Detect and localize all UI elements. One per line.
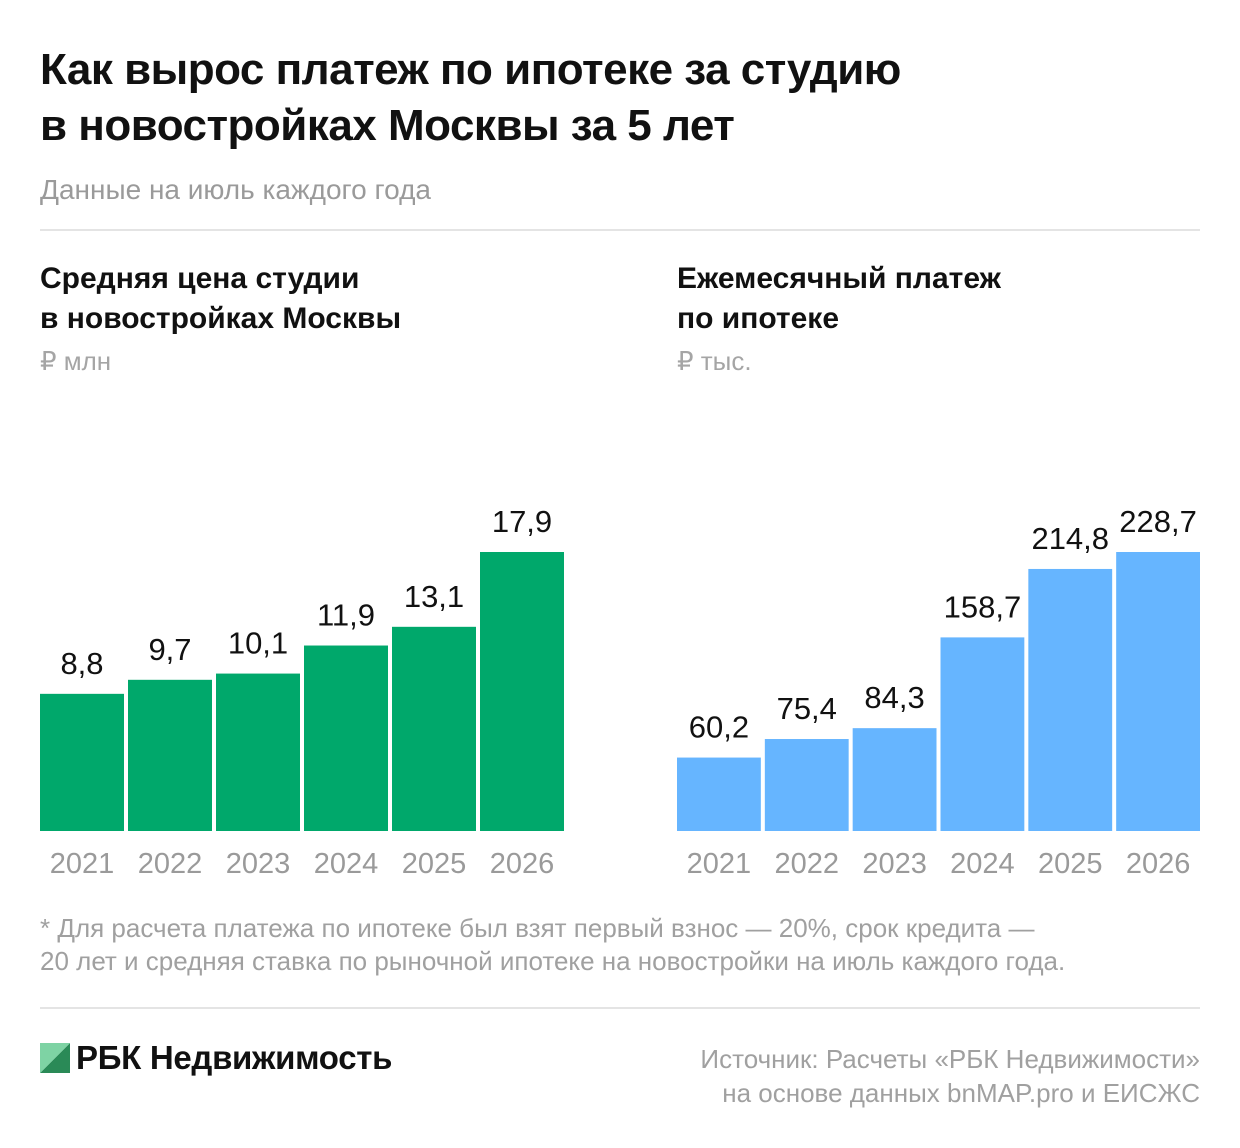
brand-name: РБК Недвижимость <box>76 1039 393 1076</box>
right-chart-title-line-2: по ипотеке <box>677 302 839 335</box>
price-tick-label-2025: 2025 <box>402 848 467 880</box>
payment-bar-2025 <box>1028 568 1113 831</box>
price-value-label-2025: 13,1 <box>404 579 464 614</box>
price-bar-2025 <box>392 626 476 831</box>
price-bar-2026 <box>480 552 564 831</box>
left-chart-unit: ₽ млн <box>40 346 112 376</box>
right-chart-unit: ₽ тыс. <box>677 346 752 376</box>
page-subtitle: Данные на июль каждого года <box>40 174 431 205</box>
top-divider <box>40 229 1200 231</box>
payment-tick-label-2026: 2026 <box>1126 848 1191 880</box>
payment-bar-2024 <box>940 637 1025 831</box>
price-tick-label-2026: 2026 <box>490 848 555 880</box>
left-chart-title-line-1: Средняя цена студии <box>40 262 360 295</box>
payment-value-label-2024: 158,7 <box>944 589 1022 624</box>
price-bar-2022 <box>128 679 212 831</box>
footnote-line-1: * Для расчета платежа по ипотеке был взя… <box>40 913 1035 943</box>
rbc-logo-icon <box>40 1043 70 1073</box>
footnote-line-2: 20 лет и средняя ставка по рыночной ипот… <box>40 946 1066 976</box>
payment-tick-label-2024: 2024 <box>950 848 1015 880</box>
payment-tick-label-2022: 2022 <box>774 848 839 880</box>
payment-value-label-2023: 84,3 <box>864 680 924 715</box>
price-value-label-2026: 17,9 <box>492 504 552 539</box>
footnote: * Для расчета платежа по ипотеке был взя… <box>40 912 1210 978</box>
left-chart-title-line-2: в новостройках Москвы <box>40 302 402 335</box>
payment-bar-2026 <box>1116 552 1200 831</box>
price-bar-2023 <box>216 673 300 831</box>
payment-tick-label-2021: 2021 <box>687 848 752 880</box>
price-tick-label-2022: 2022 <box>138 848 203 880</box>
payment-bar-2022 <box>764 739 849 831</box>
source-note: Источник: Расчеты «РБК Недвижимости» на … <box>700 1042 1200 1110</box>
payment-bar-2023 <box>852 728 937 831</box>
payment-bar-2021 <box>677 757 761 831</box>
source-line-1: Источник: Расчеты «РБК Недвижимости» <box>700 1044 1200 1074</box>
left-bar-chart: 8,8 2021 9,7 2022 10,1 2023 11,9 2024 13,1 2025 17… <box>40 504 564 880</box>
title-line-2: в новостройках Москвы за 5 лет <box>40 101 735 150</box>
right-chart-title: Ежемесячный платеж по ипотеке <box>677 259 1001 339</box>
payment-tick-label-2023: 2023 <box>862 848 927 880</box>
left-chart-title: Средняя цена студии в новостройках Москв… <box>40 259 401 339</box>
right-bar-chart: 60,2 2021 75,4 2022 84,3 2023 158,7 2024 214,8 20… <box>677 504 1200 880</box>
price-value-label-2021: 8,8 <box>60 646 103 681</box>
brand-logo: РБК Недвижимость <box>40 1036 392 1080</box>
price-bar-2024 <box>304 645 388 831</box>
payment-value-label-2026: 228,7 <box>1119 504 1197 539</box>
source-line-2: на основе данных bnMAP.pro и ЕИСЖС <box>722 1078 1200 1108</box>
title-line-1: Как вырос платеж по ипотеке за студию <box>40 45 901 94</box>
bottom-divider <box>40 1007 1200 1009</box>
price-value-label-2023: 10,1 <box>228 626 288 661</box>
price-tick-label-2023: 2023 <box>226 848 291 880</box>
page-title: Как вырос платеж по ипотеке за студию в … <box>40 42 1200 154</box>
payment-value-label-2022: 75,4 <box>777 691 837 726</box>
price-value-label-2022: 9,7 <box>148 632 191 667</box>
payment-value-label-2025: 214,8 <box>1031 521 1109 556</box>
right-chart-title-line-1: Ежемесячный платеж <box>677 262 1001 295</box>
price-tick-label-2021: 2021 <box>50 848 115 880</box>
payment-tick-label-2025: 2025 <box>1038 848 1103 880</box>
payment-value-label-2021: 60,2 <box>689 710 749 745</box>
price-value-label-2024: 11,9 <box>317 598 375 633</box>
price-bar-2021 <box>40 693 124 831</box>
price-tick-label-2024: 2024 <box>314 848 379 880</box>
